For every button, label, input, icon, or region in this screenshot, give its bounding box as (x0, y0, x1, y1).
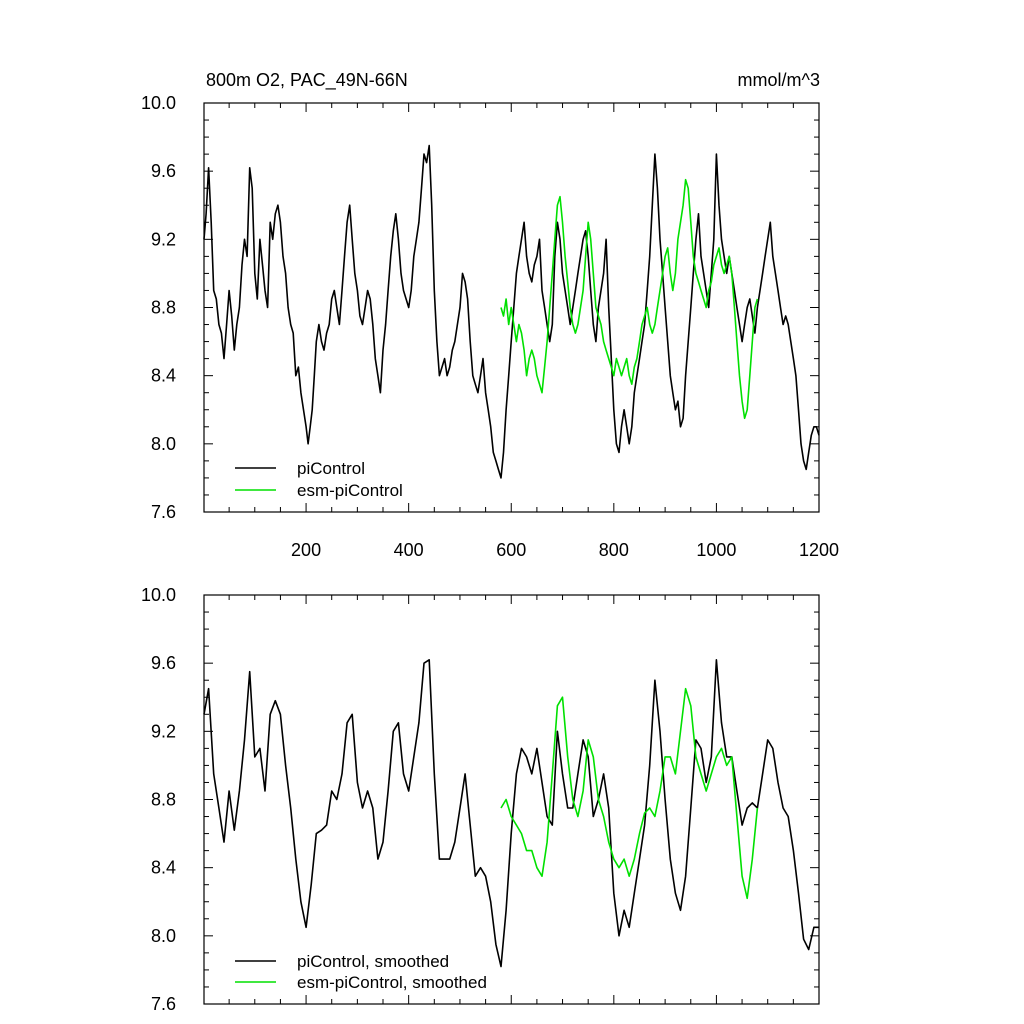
y-tick-label: 8.8 (151, 790, 176, 810)
y-tick-label: 8.8 (151, 298, 176, 318)
y-tick-label: 9.2 (151, 229, 176, 249)
y-tick-label: 8.0 (151, 926, 176, 946)
x-tick-label: 1200 (799, 540, 839, 560)
panel-top-legend: piControl esm-piControl (235, 459, 403, 500)
y-tick-label: 8.4 (151, 858, 176, 878)
y-tick-label: 9.2 (151, 721, 176, 741)
legend-label-picontrol-smoothed: piControl, smoothed (297, 952, 449, 971)
y-tick-label: 8.4 (151, 366, 176, 386)
x-tick-label: 800 (599, 540, 629, 560)
x-tick-label: 200 (291, 540, 321, 560)
y-tick-label: 7.6 (151, 502, 176, 522)
series-line-picontrol-smoothed (203, 659, 819, 968)
panel-bottom: 7.6 8.0 8.4 8.8 9.2 9.6 10.0 piControl, smooth… (141, 585, 820, 1014)
y-tick-label: 8.0 (151, 434, 176, 454)
figure-title: 800m O2, PAC_49N-66N (206, 70, 408, 91)
y-tick-label: 10.0 (141, 93, 176, 113)
panel-top: 7.6 8.0 8.4 8.8 9.2 9.6 10.0 200 400 600 800 1000 1… (141, 93, 839, 560)
x-tick-label: 600 (496, 540, 526, 560)
legend-label-esm-picontrol: esm-piControl (297, 481, 403, 500)
y-tick-label: 10.0 (141, 585, 176, 605)
x-tick-label: 1000 (696, 540, 736, 560)
figure-units: mmol/m^3 (738, 70, 820, 90)
legend-label-esm-picontrol-smoothed: esm-piControl, smoothed (297, 973, 487, 992)
panel-top-series (203, 144, 820, 479)
y-tick-label: 9.6 (151, 161, 176, 181)
legend-label-picontrol: piControl (297, 459, 365, 478)
panel-top-ylabels: 7.6 8.0 8.4 8.8 9.2 9.6 10.0 (141, 93, 176, 522)
panel-bottom-ticks (204, 594, 820, 1005)
series-line-esm-picontrol (500, 178, 759, 420)
panel-bottom-series (203, 659, 819, 968)
panel-top-frame (203, 102, 820, 513)
panel-bottom-ylabels: 7.6 8.0 8.4 8.8 9.2 9.6 10.0 (141, 585, 176, 1014)
panel-bottom-frame (203, 594, 820, 1005)
series-line-esm-picontrol-smoothed (500, 687, 759, 900)
series-line-picontrol (203, 144, 820, 479)
x-tick-label: 400 (394, 540, 424, 560)
panel-bottom-legend: piControl, smoothed esm-piControl, smoot… (235, 952, 487, 992)
y-tick-label: 9.6 (151, 653, 176, 673)
panel-top-xlabels: 200 400 600 800 1000 1200 (291, 540, 839, 560)
y-tick-label: 7.6 (151, 994, 176, 1014)
